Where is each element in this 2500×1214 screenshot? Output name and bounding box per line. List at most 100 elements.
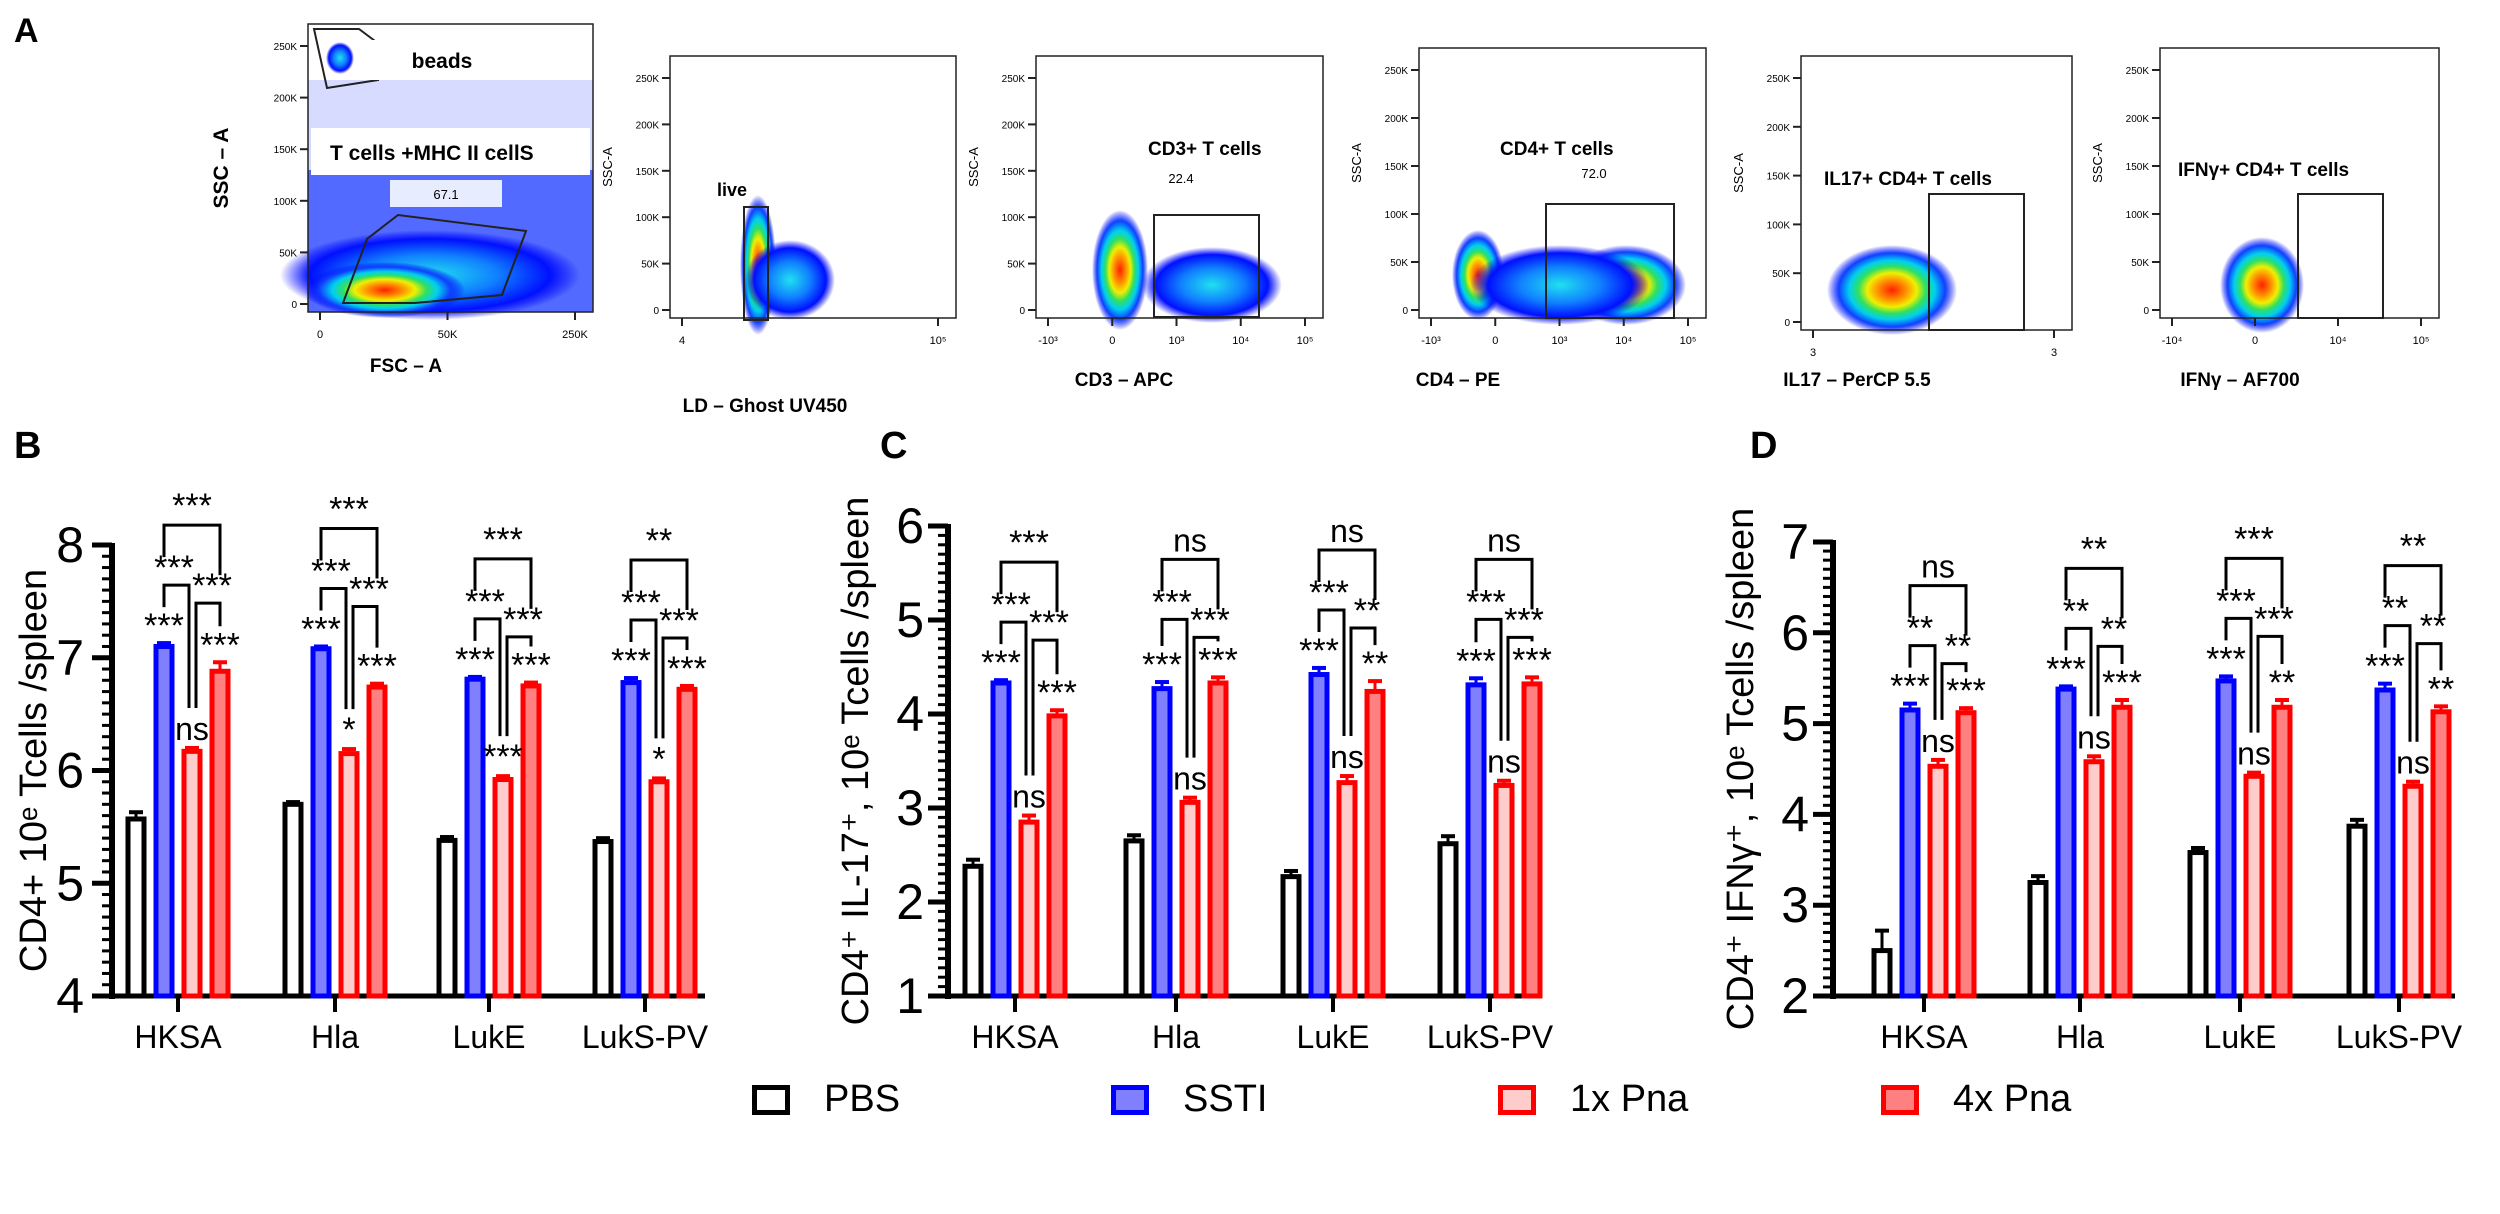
y-tick-label: 250K	[1767, 74, 1791, 85]
sig-label-ssti-vs-4x: ***	[329, 490, 369, 528]
x-tick-label: LukS-PV	[582, 1019, 709, 1055]
density-blob	[1827, 245, 1957, 335]
sig-label-ssti-vs-1x: ***	[1309, 574, 1349, 612]
y-axis-label: SSC-A	[2090, 143, 2105, 183]
y-tick-label: 50K	[1390, 258, 1408, 269]
il17-gate	[1928, 193, 2025, 331]
sig-label-ssti-vs-pbs: ***	[1299, 632, 1339, 670]
y-axis-label: SSC-A	[1731, 153, 1746, 193]
x-tick-label: HKSA	[134, 1019, 222, 1055]
sig-label-ssti-vs-4x: **	[646, 522, 672, 560]
bracket-ssti-vs-1x	[629, 618, 658, 739]
bar-ssti	[1465, 682, 1487, 999]
y-tick-label: 4	[1781, 786, 1809, 842]
flow-cytometry-gating-row: 0 50K 100K 150K 200K 250K 0 50K 250K SSC – A FSC –…	[210, 23, 2440, 417]
bar-ssti	[2055, 686, 2077, 999]
gate-label-cd4: CD4+ T cells	[1500, 139, 1614, 160]
flow-plot-4: 0 50K 100K 150K 200K 250K -10³ 0 10³ 10⁴ 10⁵ SSC-A C…	[1349, 47, 1707, 391]
bar-4x-pna	[520, 683, 542, 999]
sig-label-ssti-vs-pbs: ***	[301, 610, 341, 648]
x-tick-label: 10⁴	[1615, 335, 1632, 347]
x-tick-label: 10⁵	[1297, 335, 1314, 347]
bar-ssti	[1899, 707, 1921, 999]
sig-label-1x-vs-pbs: ns	[2396, 745, 2430, 781]
y-tick-label: 7	[56, 630, 84, 686]
legend-swatch-pbs	[752, 1084, 790, 1115]
y-tick-label: 200K	[1385, 114, 1409, 125]
y-tick-label: 8	[56, 517, 84, 573]
live-gate	[743, 206, 769, 321]
legend-item-4x-pna: 4x Pna	[1881, 1078, 2071, 1121]
bracket-ssti-vs-1x	[162, 583, 191, 708]
y-tick-label: 250K	[1385, 66, 1409, 77]
density-blob	[305, 262, 465, 318]
bracket-ssti-vs-4x	[2064, 566, 2124, 619]
y-axis-label: SSC-A	[966, 147, 981, 187]
x-tick-label: 0	[2252, 335, 2258, 347]
bracket-ssti-vs-4x	[1160, 557, 1220, 610]
y-tick-label: 4	[56, 968, 84, 1024]
bar-4x-pna	[1521, 681, 1543, 999]
panel-label-a: A	[14, 12, 39, 50]
bar-1x-pna	[1927, 763, 1949, 999]
y-tick-label: 50K	[1772, 269, 1790, 280]
bracket-ssti-vs-4x	[999, 560, 1059, 613]
y-tick-label: 200K	[2126, 114, 2150, 125]
bar-4x-pna	[2430, 709, 2452, 999]
bracket-ssti-vs-4x	[1317, 548, 1377, 600]
sig-label-1x-vs-4x: ***	[1190, 601, 1230, 639]
y-tick-label: 100K	[1767, 220, 1791, 231]
x-tick-label: 4	[679, 335, 685, 347]
bar-pbs	[2187, 850, 2209, 999]
sig-label-1x-vs-pbs: ***	[483, 738, 523, 776]
x-tick-label: LukE	[453, 1019, 526, 1055]
y-tick-label: 3	[896, 780, 924, 836]
sig-label-1x-vs-pbs: ns	[1330, 739, 1364, 775]
y-tick-label: 150K	[2126, 162, 2150, 173]
bracket-ssti-vs-4x	[473, 557, 533, 609]
gate-label-beads: beads	[412, 50, 473, 73]
sig-label-ssti-vs-1x: ***	[2216, 582, 2256, 620]
gate-percentage: 72.0	[1581, 166, 1606, 181]
y-tick-label: 150K	[1002, 167, 1026, 178]
y-tick-label: 100K	[1385, 210, 1409, 221]
sig-label-ssti-vs-pbs: ***	[611, 642, 651, 680]
sig-label-1x-vs-4x: **	[2101, 610, 2127, 648]
y-axis-label: SSC-A	[1349, 143, 1364, 183]
bar-ssti	[1151, 686, 1173, 999]
sig-label-1x-vs-pbs: ns	[1173, 761, 1207, 797]
y-tick-label: 2	[1781, 968, 1809, 1024]
y-tick-label: 2	[896, 874, 924, 930]
sig-label-ssti-vs-pbs: ***	[2046, 650, 2086, 688]
y-tick-label: 0	[1784, 318, 1790, 329]
bar-ssti	[990, 680, 1012, 999]
bracket-1x-vs-4x	[1349, 626, 1377, 737]
sig-label-4x-vs-pbs: **	[1362, 645, 1388, 683]
x-axis-label: IFNγ – AF700	[2180, 370, 2299, 391]
sig-label-ssti-vs-pbs: ***	[144, 607, 184, 645]
gate-label-box	[367, 40, 518, 80]
bar-pbs	[592, 839, 614, 999]
legend-item-1x-pna: 1x Pna	[1498, 1078, 1688, 1121]
sig-label-1x-vs-4x: ***	[2254, 600, 2294, 638]
density-blob	[2220, 237, 2304, 333]
x-tick-label: 10⁴	[1232, 335, 1249, 347]
ifng-gate	[2297, 193, 2384, 319]
sig-label-1x-vs-4x: ***	[349, 570, 389, 608]
bar-pbs	[2027, 880, 2049, 999]
sig-label-ssti-vs-1x: **	[2382, 590, 2408, 628]
bar-ssti	[153, 643, 175, 999]
density-blob	[1470, 245, 1650, 325]
x-tick-label: -10³	[1421, 335, 1441, 347]
bar-4x-pna	[676, 686, 698, 999]
y-axis-label: SSC-A	[600, 147, 615, 187]
legend-swatch-4x-pna	[1881, 1084, 1919, 1115]
sig-label-1x-vs-pbs: ns	[2077, 719, 2111, 755]
x-tick-label: 10³	[1552, 335, 1568, 347]
bracket-ssti-vs-4x	[162, 523, 222, 576]
bar-1x-pna	[648, 779, 670, 999]
sig-label-ssti-vs-pbs: ***	[2365, 648, 2405, 686]
sig-label-4x-vs-pbs: ***	[2102, 664, 2142, 702]
bar-4x-pna	[366, 684, 388, 999]
